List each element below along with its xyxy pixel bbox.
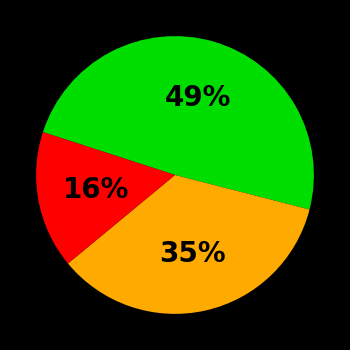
Wedge shape (68, 175, 309, 314)
Text: 49%: 49% (164, 84, 231, 112)
Wedge shape (36, 132, 175, 264)
Text: 16%: 16% (63, 176, 129, 204)
Text: 35%: 35% (159, 240, 226, 268)
Wedge shape (43, 36, 314, 210)
